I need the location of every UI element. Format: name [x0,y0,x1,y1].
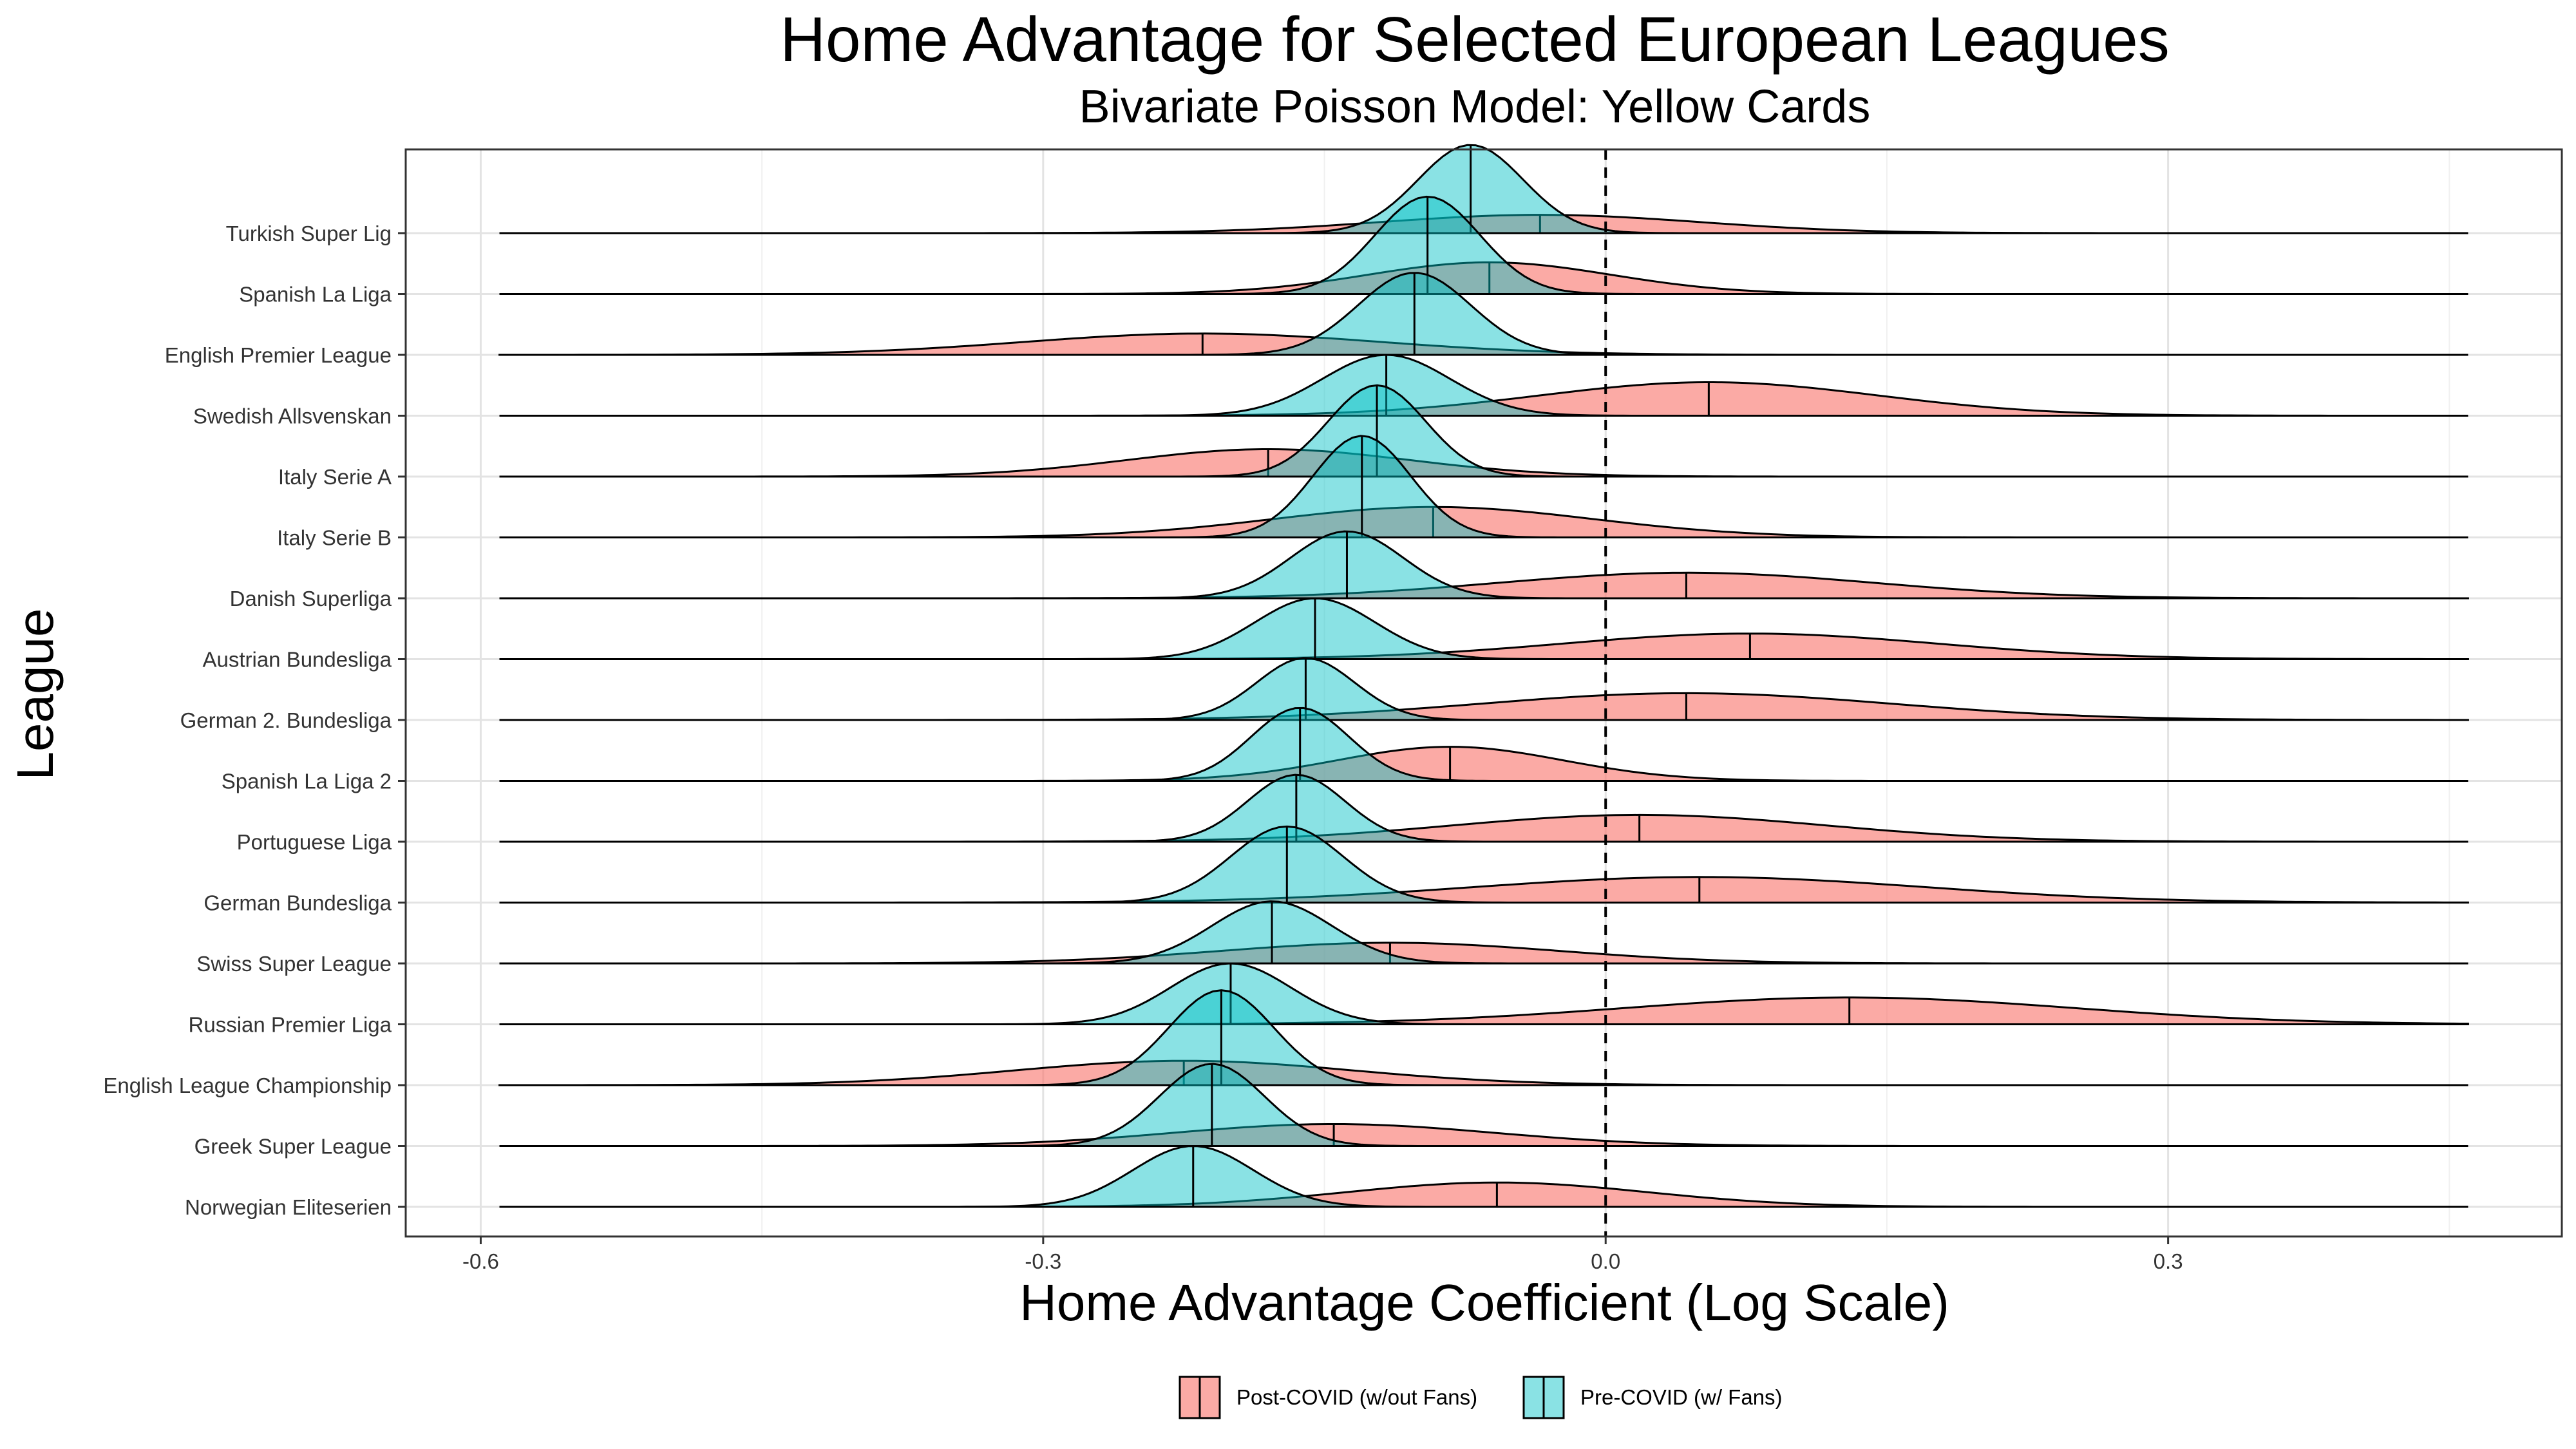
ridge-pre-1 [499,195,2468,295]
y-tick-label-0: Turkish Super Lig [226,222,392,245]
y-tick-label-4: Italy Serie A [278,465,392,489]
ridge-post-15 [499,1122,2468,1147]
legend-label-post-covid: Post-COVID (w/out Fans) [1236,1385,1477,1409]
y-tick-label-15: Greek Super League [194,1135,392,1159]
y-axis-labels: Turkish Super Lig Spanish La Liga English … [103,222,406,1219]
ridge-pre-9 [499,706,2468,782]
y-tick-label-10: Portuguese Liga [237,830,392,854]
ridge-post-7 [499,632,2469,660]
y-tick-label-8: German 2. Bundesliga [180,708,392,732]
legend-key-pre-covid [1522,1376,1565,1419]
ridge-pre-3 [499,354,2468,417]
ridge-post-12 [499,942,2468,965]
ridge-pre-12 [499,900,2468,965]
y-tick-label-9: Spanish La Liga 2 [222,770,392,793]
y-tick-label-14: English League Championship [103,1074,392,1097]
ridge-post-11 [499,876,2469,904]
y-tick-label-3: Swedish Allsvenskan [193,404,392,428]
y-tick-label-1: Spanish La Liga [239,283,392,307]
legend: Post-COVID (w/out Fans) Pre-COVID (w/ Fa… [1179,1376,1783,1419]
ridge-pre-14 [499,989,2468,1086]
y-tick-label-12: Swiss Super League [196,952,392,976]
x-tick-label-0: -0.6 [462,1249,499,1273]
ridge-post-9 [499,746,2468,782]
ridge-pre-4 [499,384,2468,478]
y-tick-label-2: English Premier League [165,343,392,367]
x-axis-ticks: -0.6 -0.3 0.0 0.3 [462,1236,2183,1273]
ridge-pre-6 [499,530,2468,600]
legend-key-post-covid [1179,1376,1221,1419]
y-tick-label-5: Italy Serie B [277,526,392,550]
y-tick-label-7: Austrian Bundesliga [202,648,392,672]
legend-label-pre-covid: Pre-COVID (w/ Fans) [1580,1385,1783,1409]
x-tick-label-3: 0.3 [2154,1249,2183,1273]
ridge-pre-0 [499,144,2468,234]
x-axis-title: Home Advantage Coefficient (Log Scale) [1019,1274,1949,1331]
y-tick-label-16: Norwegian Eliteserien [185,1195,392,1219]
y-axis-title: League [6,609,64,781]
ridge-post-16 [499,1181,2468,1208]
y-tick-label-11: German Bundesliga [204,891,392,915]
ridge-pre-11 [499,825,2468,904]
ridge-pre-7 [499,597,2468,660]
ridge-pre-2 [499,272,2468,356]
chart-subtitle: Bivariate Poisson Model: Yellow Cards [1079,81,1871,133]
grid-lines [406,149,2562,1236]
ridge-post-13 [499,996,2469,1025]
ridge-post-10 [499,813,2468,843]
ridge-pre-15 [499,1063,2468,1147]
ridge-pre-16 [499,1145,2468,1208]
ridge-post-8 [499,692,2469,721]
x-tick-label-1: -0.3 [1025,1249,1061,1273]
plot-panel [404,148,2563,1238]
y-tick-label-13: Russian Premier Liga [189,1013,392,1037]
ridge-post-14 [498,1059,2468,1086]
y-tick-label-6: Danish Superliga [230,587,392,611]
chart-title: Home Advantage for Selected European Lea… [780,4,2170,75]
ridge-pre-5 [499,435,2468,538]
ridge-pre-10 [499,773,2468,843]
ridges [498,144,2469,1208]
x-tick-label-2: 0.0 [1591,1249,1620,1273]
ridge-pre-13 [499,962,2468,1025]
ridge-pre-8 [499,657,2468,721]
